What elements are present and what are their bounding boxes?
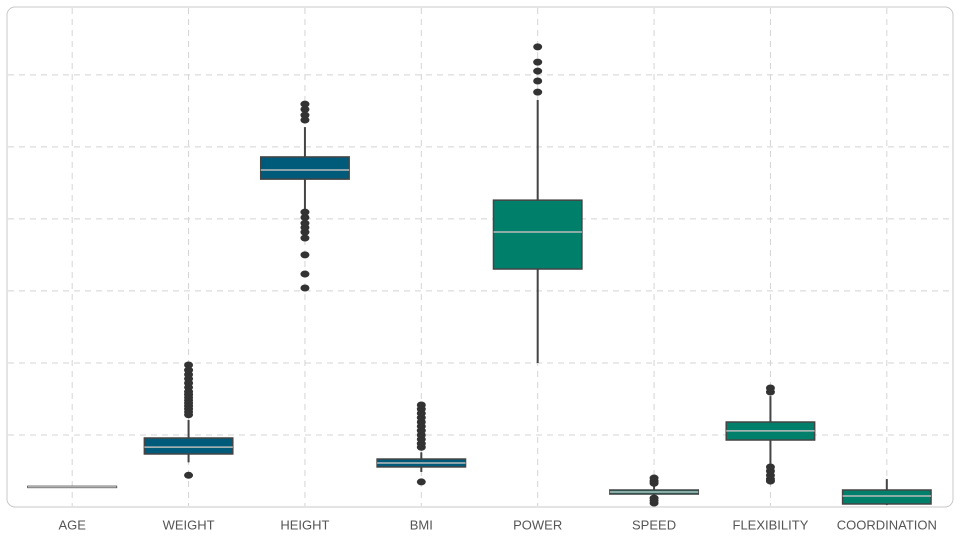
- outlier: [533, 67, 543, 75]
- outlier: [300, 116, 310, 124]
- outlier: [649, 494, 659, 502]
- outlier: [300, 213, 310, 221]
- x-tick-label: COORDINATION: [837, 517, 937, 532]
- x-tick-label: HEIGHT: [280, 517, 329, 532]
- outlier: [649, 474, 659, 482]
- outlier: [300, 105, 310, 113]
- outlier: [765, 384, 775, 392]
- outlier: [300, 270, 310, 278]
- outlier: [300, 111, 310, 119]
- box: [259, 156, 350, 180]
- x-tick-label: WEIGHT: [163, 517, 215, 532]
- outlier: [184, 361, 194, 369]
- x-tick-label: AGE: [58, 517, 86, 532]
- outlier: [300, 100, 310, 108]
- outlier: [184, 366, 194, 374]
- outlier: [184, 471, 194, 479]
- x-tick-label: POWER: [513, 517, 562, 532]
- outlier: [533, 43, 543, 51]
- x-tick-label: FLEXIBILITY: [733, 517, 809, 532]
- outlier: [300, 219, 310, 227]
- x-tick-label: SPEED: [632, 517, 676, 532]
- outlier: [533, 88, 543, 96]
- plot-frame: [6, 6, 954, 508]
- box: [841, 489, 932, 505]
- outlier: [533, 77, 543, 85]
- outlier: [300, 284, 310, 292]
- outlier: [300, 234, 310, 242]
- outlier: [533, 58, 543, 66]
- box: [143, 437, 234, 455]
- outlier: [416, 478, 426, 486]
- x-tick-label: BMI: [410, 517, 433, 532]
- box: [492, 199, 583, 270]
- outlier: [300, 208, 310, 216]
- outlier: [416, 401, 426, 409]
- outlier: [300, 251, 310, 259]
- outlier: [765, 463, 775, 471]
